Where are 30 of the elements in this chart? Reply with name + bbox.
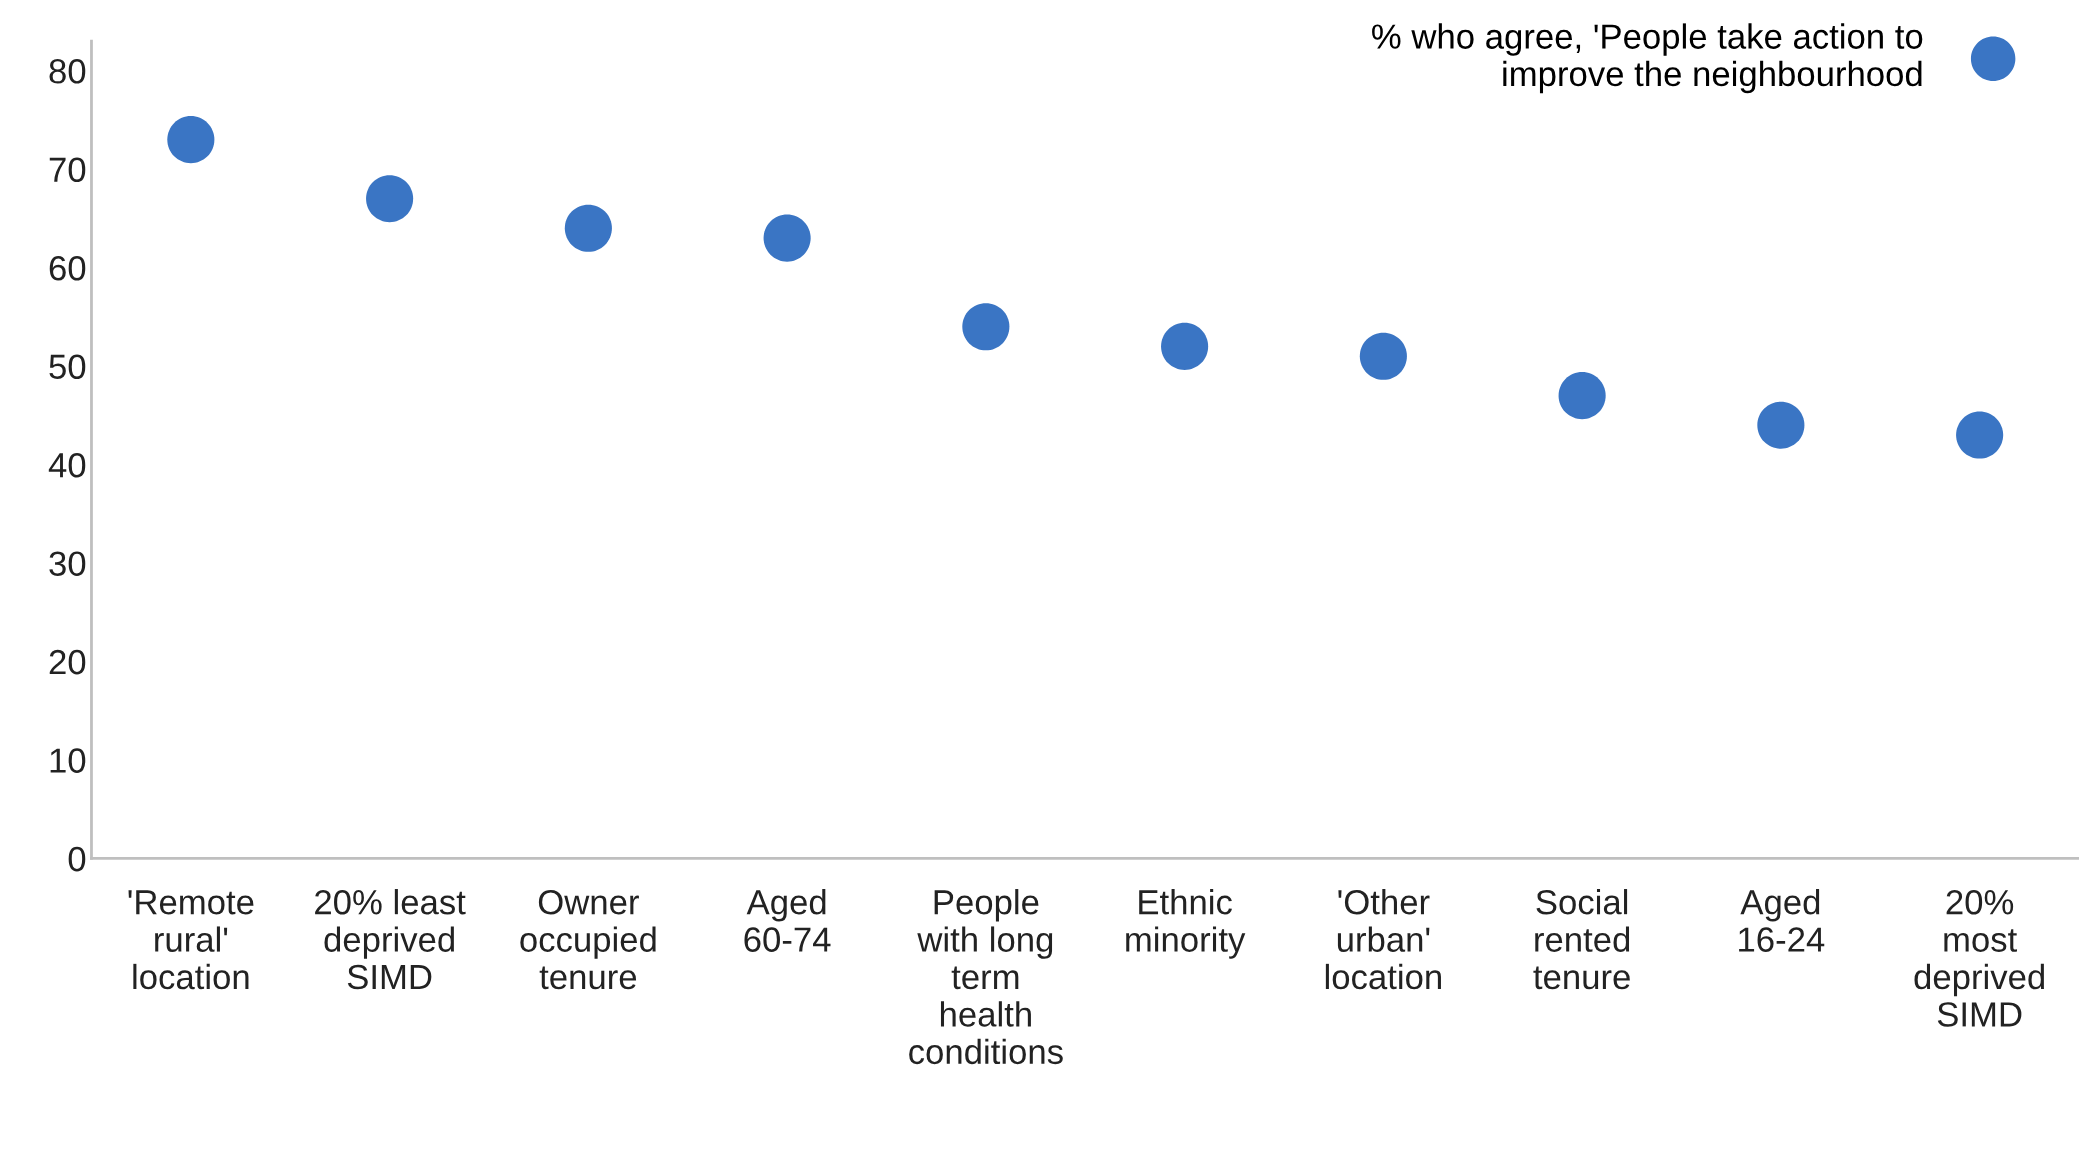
- y-tick-label: 30: [49, 551, 86, 576]
- y-tick-label: 10: [50, 748, 86, 773]
- x-tick-label: 'Remote rural' location: [128, 890, 254, 990]
- x-tick-label: 20% least deprived SIMD: [315, 889, 466, 990]
- point: [366, 175, 414, 223]
- x-tick-label: Ethnic minority: [1126, 889, 1246, 959]
- point: [1956, 411, 2004, 459]
- point: [564, 204, 612, 252]
- point: [763, 214, 811, 262]
- y-tick-label: 80: [49, 59, 86, 84]
- x-tick-label: Social rented tenure: [1533, 889, 1630, 990]
- point: [962, 303, 1010, 351]
- point: [1558, 372, 1606, 420]
- x-tick-label: Aged 60-74: [744, 889, 831, 952]
- y-tick-label: 20: [49, 649, 86, 675]
- y-tick-label: 60: [49, 255, 86, 281]
- x-tick-label: Aged 16-24: [1739, 889, 1825, 952]
- y-tick-label: 0: [68, 846, 86, 872]
- x-tick-label: 20% most deprived SIMD: [1914, 889, 2044, 1027]
- point: [167, 116, 215, 164]
- point: [1757, 401, 1805, 449]
- x-tick-label: Owner occupied tenure: [520, 889, 656, 990]
- y-tick-label: 50: [49, 354, 86, 380]
- point: [1359, 332, 1407, 380]
- x-tick-label: 'Other urban' location: [1325, 889, 1441, 990]
- y-tick-label: 70: [49, 157, 86, 183]
- point: [1161, 322, 1209, 370]
- x-tick-label: People with long term health conditions: [909, 889, 1063, 1065]
- y-tick-label: 40: [48, 452, 86, 478]
- legend-label: % who agree, 'People take action to improve the neighbourhood: [1372, 23, 1923, 94]
